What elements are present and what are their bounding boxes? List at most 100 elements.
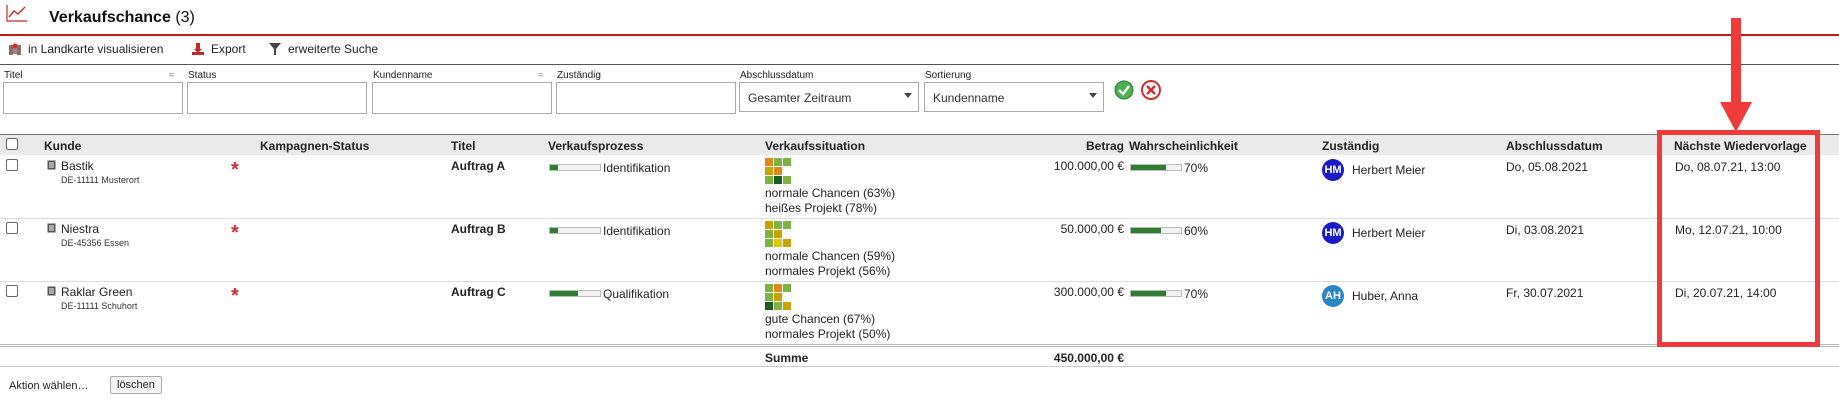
next-followup: Do, 08.07.21, 13:00	[1675, 160, 1781, 174]
close-date: Fr, 30.07.2021	[1506, 286, 1584, 300]
situation-square	[774, 230, 782, 238]
customer-address: DE-45356 Essen	[61, 238, 130, 248]
title-link[interactable]: Auftrag B	[451, 222, 506, 236]
probability-bar	[1130, 290, 1182, 297]
situation-square	[774, 158, 782, 166]
situation-square	[765, 176, 773, 184]
situation-square	[783, 284, 791, 292]
filter-titel-input[interactable]	[3, 82, 183, 114]
col-prozess[interactable]: Verkaufsprozess	[548, 139, 644, 153]
col-zust[interactable]: Zuständig	[1322, 139, 1380, 153]
page-title-text: Verkaufschance	[49, 9, 171, 26]
filter-abschluss-select[interactable]: Gesamter Zeitraum	[739, 82, 919, 112]
assignee-name[interactable]: Herbert Meier	[1352, 226, 1426, 240]
export-button[interactable]: Export	[191, 40, 246, 58]
probability-bar	[1130, 227, 1182, 234]
situation-square	[783, 158, 791, 166]
process-stage: Identifikation	[603, 224, 671, 238]
chevron-down-icon	[1089, 93, 1097, 98]
situation-square	[765, 167, 773, 175]
table-bottom-border	[0, 366, 1839, 367]
next-followup: Mo, 12.07.21, 10:00	[1675, 223, 1782, 237]
sum-value: 450.000,00 €	[1053, 351, 1124, 365]
col-wahrsch[interactable]: Wahrscheinlichkeit	[1129, 139, 1238, 153]
export-label: Export	[211, 42, 246, 56]
situation-matrix	[765, 221, 795, 251]
table-header-row	[0, 135, 1839, 155]
avatar-initials: HM	[1324, 227, 1342, 239]
chart-line-icon	[6, 5, 27, 22]
advanced-search-button[interactable]: erweiterte Suche	[268, 40, 378, 58]
next-followup: Di, 20.07.21, 14:00	[1675, 286, 1777, 300]
process-progress-bar	[549, 290, 601, 297]
filter-sort-select[interactable]: Kundenname	[924, 82, 1104, 112]
chevron-down-icon	[904, 93, 912, 98]
page-title: Verkaufschance (3)	[49, 9, 195, 27]
customer-name-link[interactable]: Bastik	[61, 159, 94, 173]
process-stage: Qualifikation	[603, 287, 670, 301]
filter-zust-label: Zuständig	[557, 70, 601, 81]
situation-square	[774, 176, 782, 184]
row-checkbox[interactable]	[6, 285, 18, 297]
col-betrag[interactable]: Betrag	[1085, 139, 1124, 153]
annotation-arrow-shaft	[1731, 18, 1741, 104]
customer-name-link[interactable]: Raklar Green	[61, 285, 133, 299]
filter-abschluss-value: Gesamter Zeitraum	[748, 91, 852, 105]
filter-abschluss-label: Abschlussdatum	[740, 70, 814, 81]
customer-address: DE-11111 Musterort	[61, 175, 140, 185]
filter-sort-label: Sortierung	[925, 70, 972, 81]
avatar: HM	[1322, 159, 1344, 181]
map-visualize-button[interactable]: in Landkarte visualisieren	[8, 40, 163, 58]
filter-status-label: Status	[188, 70, 217, 81]
amount: 300.000,00 €	[1053, 285, 1124, 299]
annotation-arrow-head-icon	[1720, 102, 1752, 132]
situation-square	[783, 239, 791, 247]
filter-status-input[interactable]	[187, 82, 367, 114]
situation-square	[774, 221, 782, 229]
situation-square	[765, 239, 773, 247]
document-icon	[47, 223, 56, 233]
situation-square	[765, 221, 773, 229]
filter-titel-label: Titel	[4, 70, 23, 81]
situation-square	[765, 230, 773, 238]
situation-square	[774, 167, 782, 175]
advanced-search-label: erweiterte Suche	[288, 42, 379, 56]
bulk-action-select[interactable]: Aktion wählen…	[9, 380, 89, 392]
situation-chance: normale Chancen (59%)	[765, 249, 896, 263]
situation-chance: normale Chancen (63%)	[765, 186, 896, 200]
title-link[interactable]: Auftrag C	[451, 285, 506, 299]
situation-square	[765, 302, 773, 310]
col-titel[interactable]: Titel	[451, 139, 476, 153]
apply-filter-check-icon[interactable]	[1114, 80, 1134, 100]
situation-square	[765, 293, 773, 301]
row-checkbox[interactable]	[6, 222, 18, 234]
close-date: Do, 05.08.2021	[1506, 160, 1589, 174]
row-checkbox[interactable]	[6, 159, 18, 171]
title-link[interactable]: Auftrag A	[451, 159, 506, 173]
filter-kunde-input[interactable]	[372, 82, 552, 114]
col-abschluss[interactable]: Abschlussdatum	[1506, 139, 1603, 153]
delete-button[interactable]: löschen	[110, 376, 162, 394]
assignee-name[interactable]: Herbert Meier	[1352, 163, 1426, 177]
customer-name-link[interactable]: Niestra	[61, 222, 100, 236]
toolbar-divider	[0, 64, 1839, 65]
reset-filter-close-icon[interactable]	[1141, 80, 1161, 100]
situation-square	[774, 284, 782, 292]
filter-kunde-approx: ≈	[538, 70, 544, 81]
assignee-name[interactable]: Huber, Anna	[1352, 289, 1419, 303]
avatar: AH	[1322, 285, 1344, 307]
col-kunde[interactable]: Kunde	[44, 139, 82, 153]
col-situation[interactable]: Verkaufssituation	[765, 139, 866, 153]
campaign-status-star: *	[231, 159, 239, 181]
process-progress-fill	[550, 165, 558, 170]
col-wiedervorlage[interactable]: Nächste Wiedervorlage	[1674, 139, 1807, 153]
filter-icon	[269, 43, 281, 55]
col-kampagne[interactable]: Kampagnen-Status	[260, 139, 370, 153]
situation-square	[765, 284, 773, 292]
customer-address: DE-11111 Schuhort	[61, 301, 138, 311]
situation-square	[774, 293, 782, 301]
situation-project: normales Projekt (50%)	[765, 327, 891, 341]
situation-square	[783, 302, 791, 310]
filter-zust-input[interactable]	[556, 82, 736, 114]
select-all-checkbox[interactable]	[6, 138, 18, 150]
